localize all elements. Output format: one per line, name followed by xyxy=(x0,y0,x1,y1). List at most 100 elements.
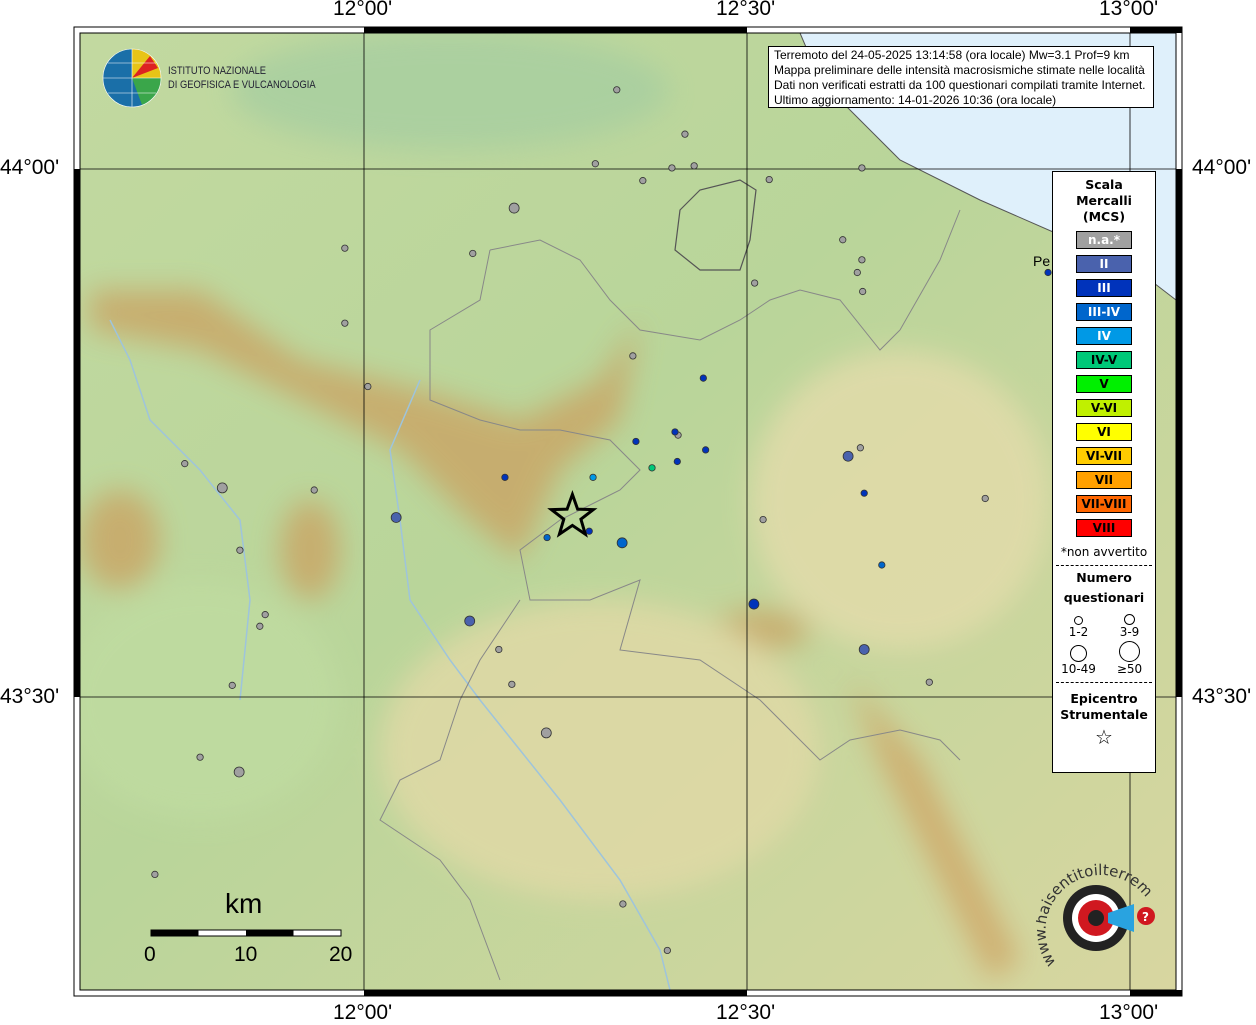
observation-point xyxy=(699,374,707,382)
lat-tick-right: 44°00' xyxy=(1192,156,1252,179)
lon-tick-bottom: 12°30' xyxy=(716,1001,776,1024)
legend-title: Scala xyxy=(1085,177,1123,192)
observation-point xyxy=(233,766,245,778)
observation-point xyxy=(540,727,552,739)
circle-size-icon xyxy=(1124,614,1135,625)
observation-point xyxy=(856,444,864,452)
observation-point xyxy=(151,870,159,879)
observation-point xyxy=(629,352,637,360)
count-label: 1-2 xyxy=(1068,625,1089,639)
observation-point xyxy=(663,946,671,955)
observation-points xyxy=(151,86,1052,955)
observation-point xyxy=(228,681,236,689)
observation-point xyxy=(681,130,689,138)
mcs-swatch: IV-V xyxy=(1076,351,1132,369)
mcs-swatch: III xyxy=(1076,279,1132,297)
observation-point xyxy=(464,615,476,627)
observation-point xyxy=(341,244,349,252)
map-description: Mappa preliminare delle intensità macros… xyxy=(774,63,1145,77)
scale-bar xyxy=(150,929,342,937)
mcs-swatch: VII xyxy=(1076,471,1132,489)
observation-point xyxy=(216,482,228,494)
observation-point xyxy=(858,256,866,264)
lon-tick-bottom: 13°00' xyxy=(1099,1001,1159,1024)
observation-point xyxy=(508,680,516,688)
lat-tick-left: 44°00' xyxy=(0,156,60,179)
observation-point xyxy=(839,236,847,244)
observation-point xyxy=(751,279,759,287)
mcs-swatch: VI-VII xyxy=(1076,447,1132,465)
observation-point xyxy=(878,561,886,569)
observation-point xyxy=(196,753,204,761)
circle-size-icon xyxy=(1119,641,1140,662)
map-frame xyxy=(73,26,1183,997)
count-label: 3-9 xyxy=(1119,625,1140,639)
ingv-name-line2: DI GEOFISICA E VULCANOLOGIA xyxy=(168,79,316,91)
observation-point xyxy=(859,287,867,296)
lon-tick-top: 13°00' xyxy=(1099,0,1159,20)
observation-point xyxy=(632,437,640,446)
mcs-swatch: VIII xyxy=(1076,519,1132,537)
circle-size-icon xyxy=(1074,616,1083,625)
observation-point xyxy=(690,162,698,170)
observation-point xyxy=(858,644,870,655)
haisentito-logo: www.haisentitoilterremoto.it ? xyxy=(1031,844,1161,982)
observation-point xyxy=(619,900,627,908)
observation-point xyxy=(748,598,760,610)
observation-point xyxy=(469,249,477,258)
terrain xyxy=(80,33,1176,990)
observation-point xyxy=(648,464,656,472)
observation-point xyxy=(925,678,933,686)
ingv-globe-icon xyxy=(102,48,162,108)
observation-point xyxy=(341,319,349,327)
observation-point xyxy=(842,450,854,462)
lon-tick-top: 12°30' xyxy=(716,0,776,20)
observation-point xyxy=(981,494,989,503)
epicenter-star-icon xyxy=(547,489,598,538)
observation-point xyxy=(702,446,710,454)
observation-point xyxy=(759,515,767,524)
observation-point xyxy=(613,86,621,94)
last-update: Ultimo aggiornamento: 14-01-2026 10:36 (… xyxy=(774,93,1057,107)
mcs-swatch: II xyxy=(1076,255,1132,273)
epicenter-title: Strumentale xyxy=(1060,707,1148,722)
observation-point xyxy=(673,457,681,466)
san-marino-border xyxy=(674,179,757,271)
count-title: Numero xyxy=(1076,570,1132,585)
observation-point xyxy=(765,175,773,184)
mcs-swatch: V xyxy=(1076,375,1132,393)
count-label: 10-49 xyxy=(1061,662,1096,676)
observation-point xyxy=(591,160,599,168)
observation-point xyxy=(236,546,244,554)
scale-label: 20 xyxy=(329,943,353,966)
mcs-swatch: VI xyxy=(1076,423,1132,441)
river xyxy=(109,319,251,701)
scale-unit: km xyxy=(225,888,263,919)
lat-tick-right: 43°30' xyxy=(1192,685,1252,708)
place-label: Pe xyxy=(1033,253,1051,269)
legend-title: Mercalli xyxy=(1076,193,1132,208)
lon-tick-bottom: 12°00' xyxy=(333,1001,393,1024)
observation-point xyxy=(585,527,593,535)
event-line: Terremoto del 24-05-2025 13:14:58 (ora l… xyxy=(774,48,1130,62)
mcs-swatch: n.a.* xyxy=(1076,231,1132,249)
observation-point xyxy=(508,202,520,214)
observation-point xyxy=(501,473,509,481)
observation-point xyxy=(364,382,372,391)
observation-point xyxy=(390,512,402,523)
observation-point xyxy=(256,622,264,630)
observation-point xyxy=(495,645,503,654)
lon-tick-top: 12°00' xyxy=(333,0,393,20)
observation-point xyxy=(310,486,318,494)
scale-label: 10 xyxy=(234,943,258,966)
admin-border xyxy=(489,209,961,351)
mcs-swatch: III-IV xyxy=(1076,303,1132,321)
count-label: ≥50 xyxy=(1116,662,1143,676)
count-title: questionari xyxy=(1063,590,1145,605)
ingv-logo: ISTITUTO NAZIONALE DI GEOFISICA E VULCAN… xyxy=(102,48,342,108)
observation-point xyxy=(858,164,866,172)
observation-point xyxy=(543,533,551,542)
mcs-swatch: IV xyxy=(1076,327,1132,345)
circle-size-icon xyxy=(1070,645,1087,662)
observation-point xyxy=(616,537,628,549)
